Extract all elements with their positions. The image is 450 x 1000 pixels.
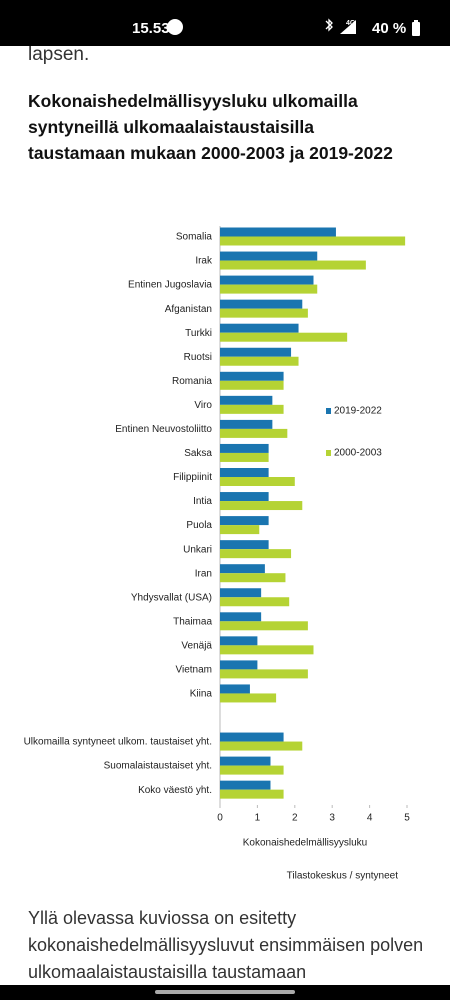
signal-icons [325, 18, 356, 34]
bar [220, 356, 299, 366]
y-tick-label: Iran [195, 568, 212, 579]
bar [220, 308, 308, 318]
bar [220, 371, 284, 381]
bar [220, 452, 269, 462]
bar [220, 621, 308, 631]
x-tick-label: 4 [367, 813, 373, 824]
bar [220, 588, 262, 598]
battery-icon [412, 20, 420, 36]
bar [220, 227, 336, 237]
y-tick-label: Suomalaistaustaiset yht. [104, 761, 212, 772]
x-tick-label: 0 [217, 813, 223, 824]
y-tick-label: Ruotsi [184, 352, 212, 363]
y-tick-label: Thaimaa [173, 616, 212, 627]
bar [220, 492, 269, 502]
bar [220, 323, 299, 333]
y-tick-label: Filippiinit [173, 472, 212, 483]
y-tick-label: Irak [195, 256, 213, 267]
battery-level: 40 % [372, 20, 407, 37]
bar [220, 404, 284, 414]
status-bar: 15.53 4G 40 % [0, 0, 450, 46]
y-tick-label: Turkki [185, 328, 212, 339]
y-tick-label: Intia [193, 496, 212, 507]
bar [220, 260, 366, 270]
bar [220, 789, 284, 799]
article-text: lapsen. [28, 44, 90, 65]
navigation-bar [0, 985, 450, 1000]
legend-label: 2000-2003 [334, 448, 382, 459]
y-tick-label: Kiina [190, 689, 213, 700]
source-note: Tilastokeskus / syntyneet [287, 871, 399, 882]
bar [220, 395, 273, 405]
y-tick-label: Entinen Neuvostoliitto [115, 424, 212, 435]
x-tick-label: 2 [292, 813, 298, 824]
y-tick-label: Unkari [183, 544, 212, 555]
clock: 15.53 [132, 20, 170, 37]
y-tick-label: Viro [194, 400, 212, 411]
y-tick-label: Ulkomailla syntyneet ulkom. taustaiset y… [24, 737, 212, 748]
home-handle [155, 990, 295, 994]
x-tick-label: 1 [255, 813, 261, 824]
y-tick-label: Saksa [184, 448, 212, 459]
bar [220, 564, 265, 574]
bar [220, 468, 269, 477]
bar [220, 741, 303, 751]
bar [220, 732, 284, 742]
article-text: Yllä olevassa kuviossa on esitetty kokon… [28, 908, 424, 982]
y-tick-label: Afganistan [165, 304, 212, 315]
bar [220, 669, 308, 679]
bar [220, 284, 318, 294]
y-tick-label: Puola [186, 520, 212, 531]
x-axis-label: Kokonaishedelmällisyysluku [243, 838, 368, 849]
bar [220, 540, 269, 550]
y-tick-label: Entinen Jugoslavia [128, 280, 212, 291]
bar [220, 612, 262, 622]
bar [220, 756, 271, 766]
bar [220, 477, 295, 486]
y-tick-label: Romania [172, 376, 212, 387]
y-tick-label: Vietnam [175, 665, 212, 676]
article-heading: Kokonaishedelmällisyysluku ulkomailla sy… [28, 91, 393, 163]
bar [220, 419, 273, 429]
bar [220, 636, 258, 646]
bar [220, 236, 406, 246]
bar [220, 525, 260, 535]
x-tick-label: 3 [329, 813, 335, 824]
bar [220, 660, 258, 670]
y-tick-label: Yhdysvallat (USA) [131, 592, 212, 603]
bar [220, 597, 290, 607]
bar [220, 573, 286, 583]
y-tick-label: Somalia [176, 232, 213, 243]
bar [220, 443, 269, 453]
bar [220, 684, 250, 694]
bar [220, 275, 314, 285]
bar [220, 549, 292, 559]
bar [220, 501, 303, 511]
legend-swatch [326, 450, 331, 456]
bar [220, 645, 314, 655]
y-tick-label: Venäjä [181, 640, 212, 651]
legend-label: 2019-2022 [334, 406, 382, 417]
bar [220, 428, 288, 438]
bar [220, 380, 284, 390]
bar [220, 693, 277, 703]
bar [220, 780, 271, 790]
bar [220, 765, 284, 775]
legend-swatch [326, 408, 331, 414]
bar [220, 516, 269, 526]
x-tick-label: 5 [404, 813, 410, 824]
bar [220, 299, 303, 309]
y-tick-label: Koko väestö yht. [138, 785, 212, 796]
app-icon [167, 19, 183, 35]
bar [220, 347, 292, 357]
bar [220, 251, 318, 261]
bar [220, 332, 348, 342]
network: 4G [346, 20, 356, 27]
